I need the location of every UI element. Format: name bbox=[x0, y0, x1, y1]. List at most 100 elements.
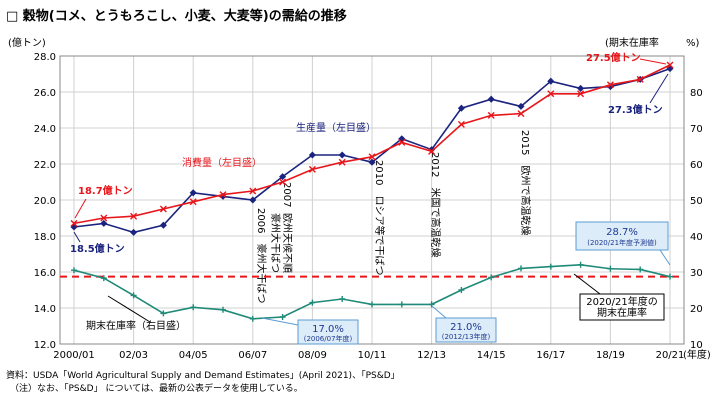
consumption-point bbox=[100, 214, 108, 222]
stock-ratio-point bbox=[71, 267, 77, 274]
x-axis-unit: (年度) bbox=[683, 348, 711, 361]
stock-ratio-point bbox=[398, 301, 405, 308]
x-axis-tick-label: 2000/01 bbox=[53, 350, 95, 361]
arrow-cons-end bbox=[639, 58, 667, 65]
production-point bbox=[308, 151, 316, 159]
stock-ratio-point bbox=[100, 275, 107, 282]
consumption-point bbox=[428, 147, 436, 155]
consumption-point bbox=[517, 110, 525, 118]
x-axis-tick-label: 12/13 bbox=[417, 350, 446, 361]
label-stock-ratio: 期末在庫率（右目盛） bbox=[86, 319, 186, 332]
consumption-point bbox=[666, 61, 674, 69]
callout-2006-year: (2006/07年度) bbox=[304, 334, 353, 343]
callout-2006-pointer bbox=[261, 317, 299, 326]
right-axis-tick-label: 80 bbox=[690, 88, 703, 99]
arrow-prod-start bbox=[73, 231, 81, 243]
callout-2012-value: 21.0% bbox=[450, 322, 482, 333]
callout-2012-pointer bbox=[431, 305, 447, 319]
stock-ratio-point bbox=[607, 265, 614, 272]
note-2020-line2: 期末在庫率 bbox=[597, 306, 647, 319]
right-axis-tick-label: 40 bbox=[690, 232, 703, 243]
label-consumption: 消費量（左目盛） bbox=[182, 156, 262, 169]
left-axis-tick-label: 26.0 bbox=[34, 88, 56, 99]
consumption-point bbox=[279, 178, 287, 186]
callout-2020-year: (2020/21年度予測値) bbox=[587, 238, 657, 247]
stock-ratio-point bbox=[458, 287, 465, 293]
event-annotations: 2006 豪州大干ばつ 2007 豪州大干ばつ 欧州天候不順 2010 ロシア等… bbox=[255, 130, 532, 303]
production-point bbox=[577, 84, 585, 92]
right-axis-tick-label: 50 bbox=[690, 196, 703, 207]
note-box-2020 bbox=[579, 293, 665, 321]
event-2006: 2006 豪州大干ばつ bbox=[255, 208, 268, 303]
event-2012: 2012 米国で高温乾燥 bbox=[429, 152, 442, 257]
note-2020-pointer bbox=[573, 273, 601, 295]
x-axis-tick-label: 02/03 bbox=[119, 350, 148, 361]
left-axis-tick-label: 18.0 bbox=[34, 232, 56, 243]
consumption-point bbox=[219, 191, 227, 199]
stock-ratio-point bbox=[249, 315, 256, 322]
stock-ratio-point bbox=[577, 261, 584, 268]
callout-box-2020 bbox=[575, 221, 669, 251]
production-point bbox=[159, 221, 167, 229]
production-point bbox=[249, 196, 257, 204]
event-2007-year: 2007 bbox=[281, 182, 292, 207]
stock-ratio-point bbox=[488, 274, 495, 281]
stock-ratio-point bbox=[339, 296, 346, 302]
right-axis-unit-pct: %) bbox=[686, 38, 700, 49]
chart-title: □ 穀物(コメ、とうもろこし、小麦、大麦等)の需給の推移 bbox=[6, 8, 347, 24]
footnote: （注）なお、「PS&D」 については、最新の公表データを使用している。 bbox=[10, 382, 303, 394]
production-point bbox=[70, 223, 78, 231]
x-axis-tick-label: 16/17 bbox=[536, 350, 565, 361]
left-axis-tick-label: 20.0 bbox=[34, 196, 56, 207]
consumption-point bbox=[398, 138, 406, 146]
consumption-point bbox=[457, 120, 465, 128]
left-axis-unit: (億トン) bbox=[8, 36, 46, 49]
left-axis-tick-label: 24.0 bbox=[34, 124, 56, 135]
label-cons-end: 27.5億トン bbox=[586, 51, 641, 64]
stock-ratio-point bbox=[518, 265, 524, 272]
production-point bbox=[547, 77, 555, 85]
right-axis-tick-label: 20 bbox=[690, 304, 703, 315]
consumption-point bbox=[577, 90, 585, 98]
arrow-stock-label bbox=[107, 295, 151, 323]
arrow-prod-end bbox=[649, 73, 669, 104]
label-prod-end: 27.3億トン bbox=[608, 103, 663, 116]
callout-box-2006 bbox=[297, 319, 359, 345]
stock-ratio-point bbox=[637, 266, 644, 273]
stock-ratio-point bbox=[369, 301, 375, 308]
consumption-point bbox=[368, 153, 376, 161]
x-axis-tick-label: 10/11 bbox=[358, 350, 387, 361]
consumption-point bbox=[159, 205, 167, 213]
production-point bbox=[100, 219, 108, 227]
x-axis-tick-label: 06/07 bbox=[238, 350, 267, 361]
event-2015: 2015 欧州で高温乾燥 bbox=[519, 130, 532, 235]
right-axis-ticks: 10 20 30 40 50 60 70 80 bbox=[690, 88, 703, 351]
production-point bbox=[487, 95, 495, 103]
callout-2012-year: (2012/13年度) bbox=[442, 332, 491, 341]
production-point bbox=[457, 104, 465, 112]
consumption-point bbox=[606, 81, 614, 89]
x-axis-tick-label: 20/21 bbox=[656, 350, 685, 361]
x-axis-tick-label: 04/05 bbox=[179, 350, 208, 361]
stock-ratio-point bbox=[160, 310, 167, 317]
left-axis-tick-label: 22.0 bbox=[34, 160, 56, 171]
consumption-point bbox=[487, 111, 495, 119]
callout-2006-value: 17.0% bbox=[312, 324, 344, 335]
stock-ratio-point bbox=[220, 306, 226, 313]
stock-ratio-point bbox=[190, 304, 197, 311]
stock-ratio-point bbox=[667, 273, 673, 280]
x-axis-ticks: 2000/01 02/03 04/05 06/07 08/09 10/11 12/13 14/… bbox=[53, 350, 684, 361]
x-axis-tick-label: 08/09 bbox=[298, 350, 327, 361]
production-point bbox=[517, 102, 525, 110]
right-axis-tick-label: 10 bbox=[690, 340, 703, 351]
consumption-point bbox=[249, 187, 257, 195]
consumption-point bbox=[338, 158, 346, 166]
source-note: 資料：USDA「World Agricultural Supply and De… bbox=[6, 369, 400, 381]
consumption-point bbox=[130, 212, 138, 220]
x-axis-tick-label: 14/15 bbox=[477, 350, 506, 361]
consumption-point bbox=[308, 165, 316, 173]
stock-ratio-point bbox=[279, 314, 286, 320]
consumption-point bbox=[189, 198, 197, 206]
